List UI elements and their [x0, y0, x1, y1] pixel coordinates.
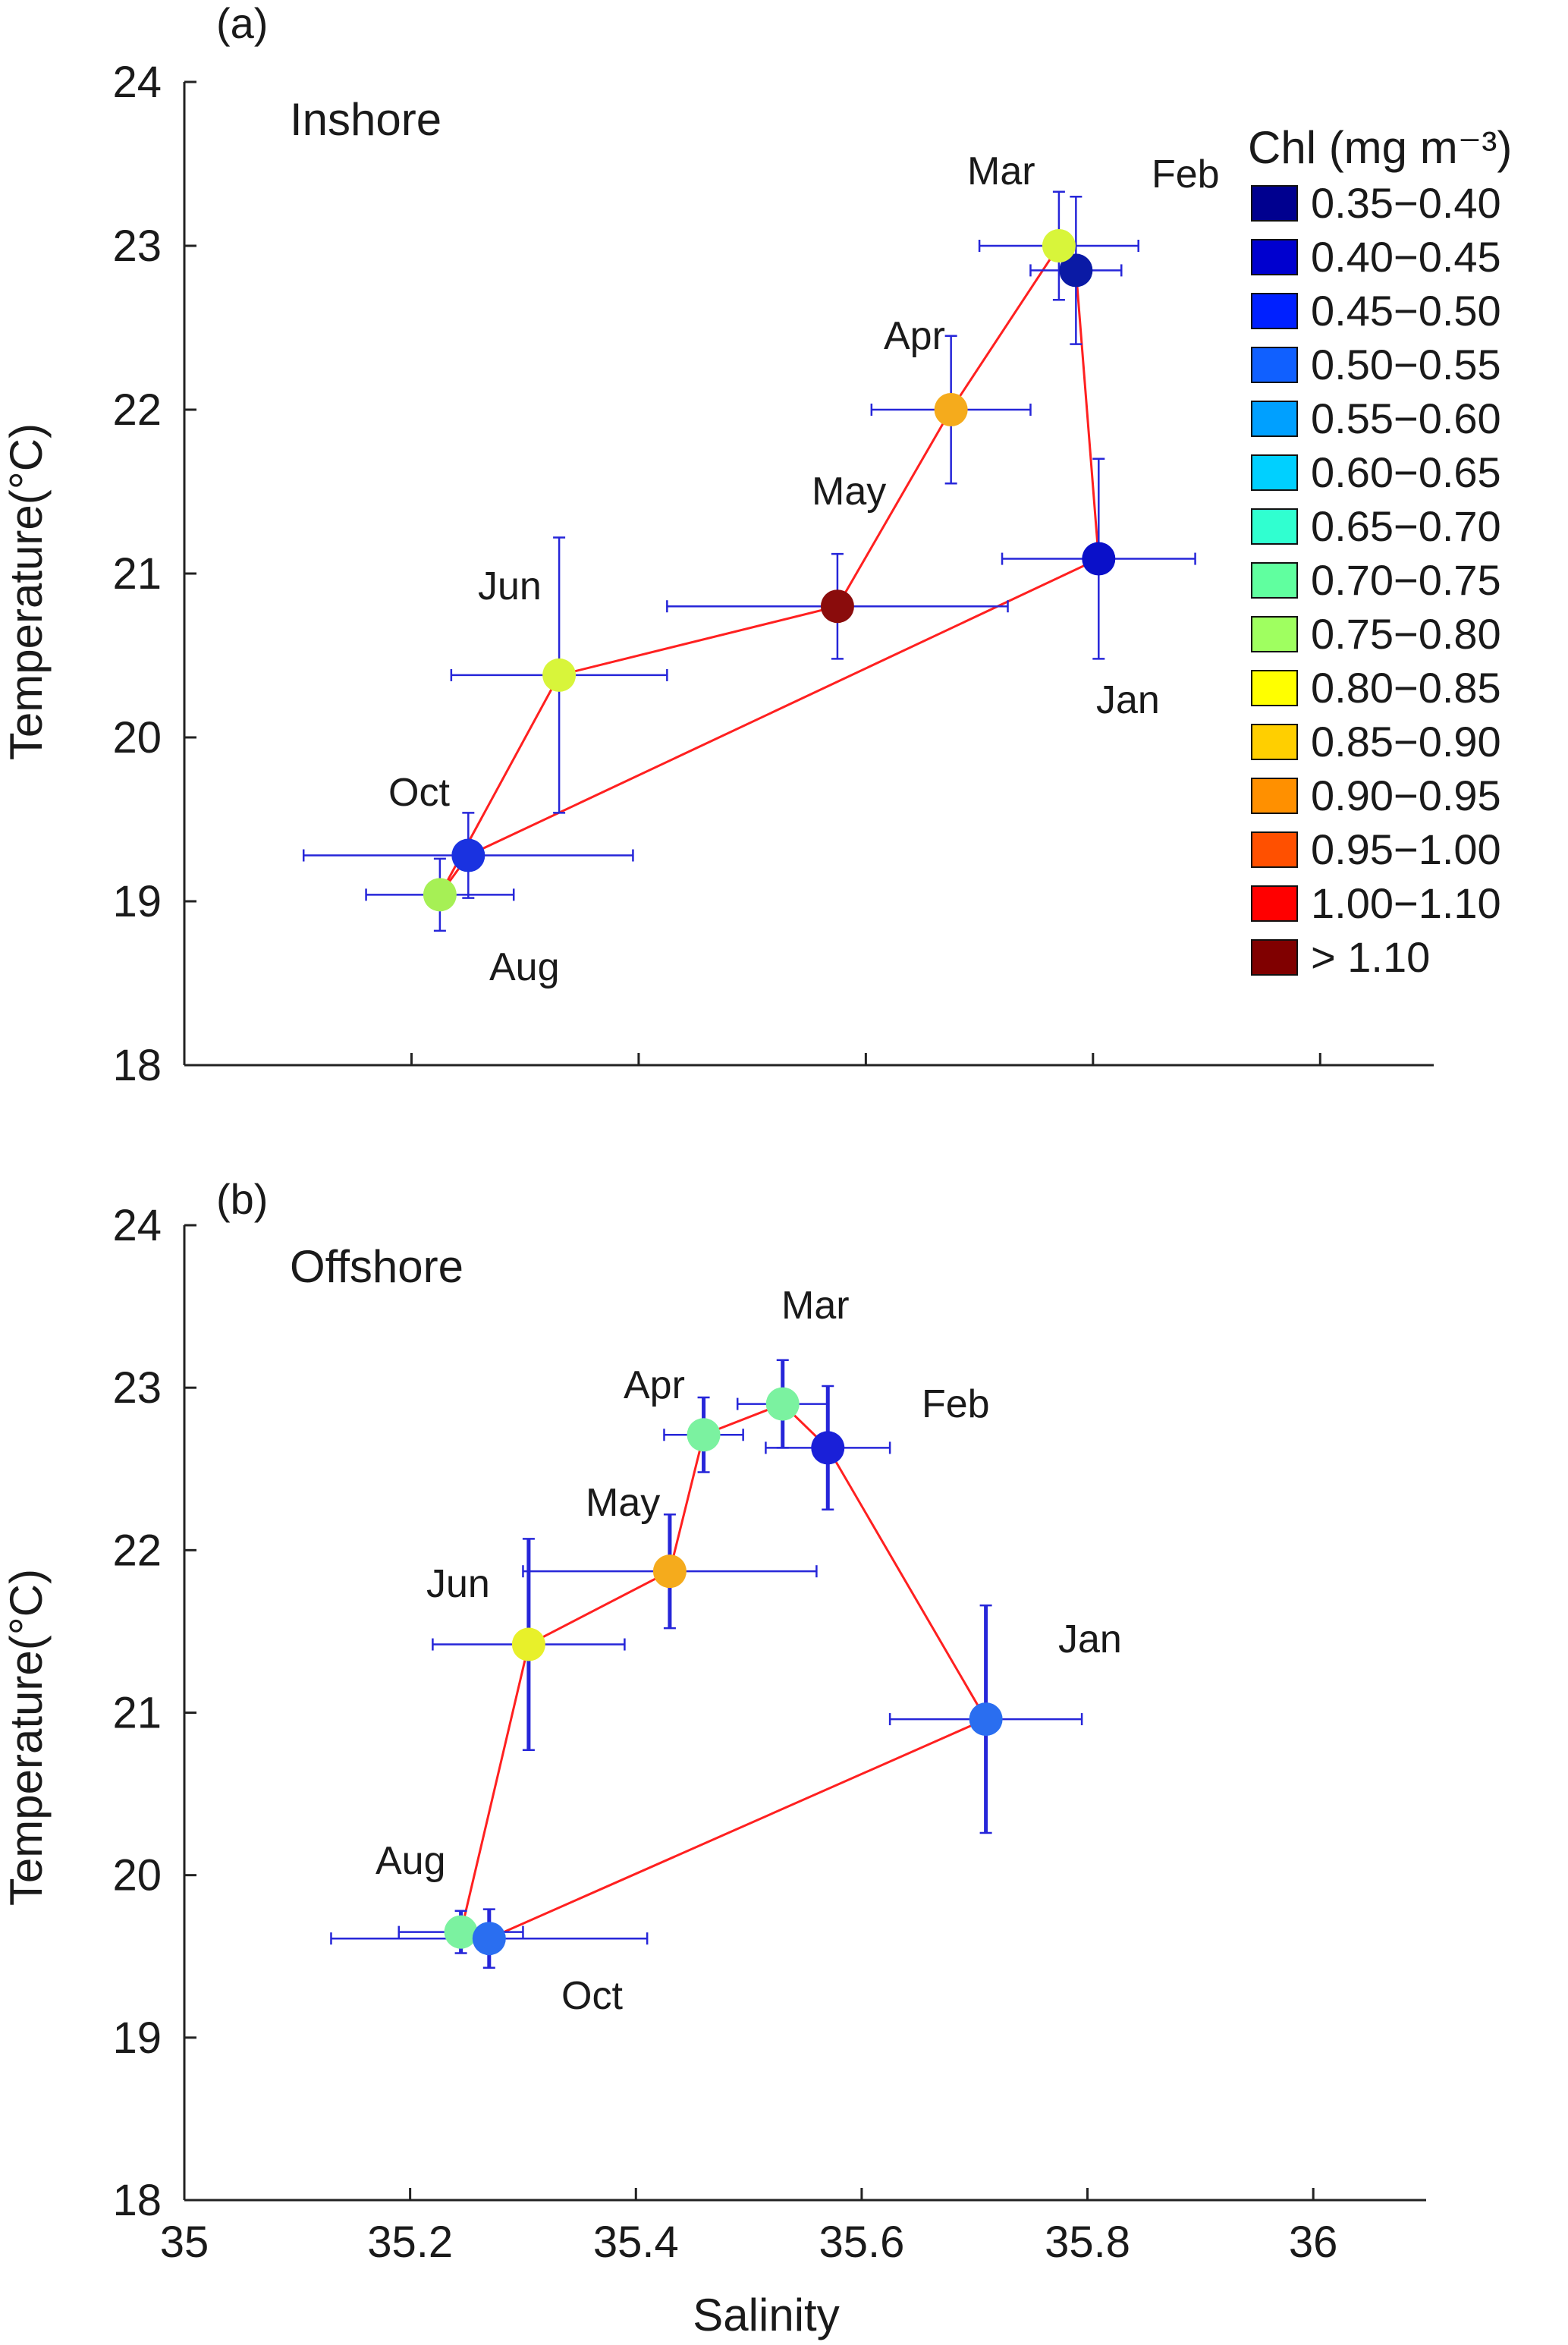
- panel-b-trajectory-line: [459, 1402, 987, 1940]
- panel-b-xtick-label: 35.6: [819, 2218, 904, 2267]
- legend-swatch: [1251, 401, 1298, 437]
- panel-a-point-mar: [1042, 229, 1076, 262]
- panel-b-point-aug: [444, 1915, 478, 1949]
- panel-a-month-label-jun: Jun: [478, 564, 542, 608]
- legend-entry-label: 0.50−0.55: [1311, 341, 1501, 388]
- panel-a-point-aug: [423, 878, 457, 912]
- panel-b-ytick-label: 18: [112, 2176, 162, 2225]
- legend-swatch: [1251, 831, 1298, 868]
- panel-b-month-label-may: May: [586, 1481, 660, 1525]
- panel-b-point-feb: [811, 1431, 845, 1465]
- panel-b-point-apr: [687, 1418, 721, 1452]
- legend-swatch: [1251, 508, 1298, 545]
- panel-b-plot: 18 19 20 21 22 23 24 35 35.2 35.4 35.6 35.8 36 Jan Feb…: [112, 1201, 1426, 2267]
- legend-swatch: [1251, 185, 1298, 222]
- panel-b-month-label-mar: Mar: [781, 1284, 850, 1328]
- panel-b-month-label-jun: Jun: [426, 1562, 490, 1606]
- panel-b-ytick-label: 24: [112, 1201, 162, 1250]
- panel-b-point-mar: [765, 1387, 800, 1421]
- legend-entry-label: 0.65−0.70: [1311, 502, 1501, 550]
- panel-b-ytick-label: 21: [112, 1689, 162, 1738]
- panel-a-month-label-may: May: [812, 470, 886, 514]
- legend-swatch: [1251, 239, 1298, 275]
- legend-entry-label: 1.00−1.10: [1311, 879, 1501, 927]
- panel-a-plot: 18 19 20 21 22 23 24 Jan Feb Mar Apr May Jun Aug Oct: [112, 58, 1434, 1090]
- legend-entry-label: 0.95−1.00: [1311, 825, 1501, 873]
- panel-b-xtick-label: 36: [1289, 2218, 1338, 2267]
- panel-a-label: (a): [216, 0, 268, 47]
- panel-a-ytick-label: 24: [112, 58, 162, 107]
- legend-entry-label: 0.35−0.40: [1311, 179, 1501, 227]
- panel-a-ytick-label: 23: [112, 222, 162, 271]
- panel-b-month-label-oct: Oct: [561, 1974, 623, 2018]
- legend-entry-label: 0.40−0.45: [1311, 233, 1501, 281]
- legend-entry-label: 0.80−0.85: [1311, 664, 1501, 712]
- panel-b-month-label-jan: Jan: [1058, 1617, 1122, 1661]
- panel-b-ytick-label: 23: [112, 1363, 162, 1413]
- panel-b-ytick-label: 20: [112, 1851, 162, 1900]
- chl-legend: 0.35−0.40 0.40−0.45 0.45−0.50 0.50−0.55 0.55…: [1251, 179, 1501, 981]
- legend-entry-label: 0.55−0.60: [1311, 395, 1501, 442]
- legend-swatch: [1251, 885, 1298, 922]
- panel-a-point-jan: [1082, 542, 1116, 576]
- legend-swatch: [1251, 616, 1298, 652]
- panel-b-xtick-label: 35: [160, 2218, 209, 2267]
- panel-a-point-may: [820, 589, 854, 624]
- panel-a-point-jun: [542, 658, 577, 692]
- panel-a-region-label: Inshore: [290, 94, 441, 145]
- panel-a-month-label-feb: Feb: [1152, 152, 1220, 196]
- panel-b-point-jan: [969, 1702, 1003, 1737]
- panel-b-region-label: Offshore: [290, 1241, 463, 1292]
- panel-a-ytick-label: 22: [112, 385, 162, 435]
- panel-b-month-label-feb: Feb: [922, 1382, 990, 1426]
- legend-swatch: [1251, 724, 1298, 760]
- panel-a-point-apr: [934, 393, 968, 426]
- panel-a-ytick-label: 20: [112, 713, 162, 762]
- legend-swatch: [1251, 293, 1298, 329]
- panel-b-month-label-aug: Aug: [376, 1839, 446, 1883]
- panel-b-point-oct: [472, 1922, 506, 1956]
- legend-entry-label: 0.85−0.90: [1311, 718, 1501, 765]
- panel-b-xtick-label: 35.8: [1045, 2218, 1130, 2267]
- panel-b-ytick-label: 22: [112, 1526, 162, 1575]
- panel-a-ytick-label: 21: [112, 549, 162, 599]
- panel-a-month-label-aug: Aug: [489, 945, 560, 989]
- legend-entry-label: 0.60−0.65: [1311, 448, 1501, 496]
- legend-entry-label: 0.70−0.75: [1311, 556, 1501, 604]
- panel-b-label: (b): [216, 1175, 268, 1223]
- panel-a-month-label-oct: Oct: [388, 771, 450, 815]
- panel-a-ylabel: Temperature(°C): [1, 423, 52, 760]
- panel-b-xtick-label: 35.2: [367, 2218, 453, 2267]
- panel-b-xtick-label: 35.4: [593, 2218, 679, 2267]
- panel-a-point-feb: [1059, 253, 1093, 288]
- panel-a-point-oct: [451, 838, 485, 872]
- legend-swatch: [1251, 454, 1298, 491]
- panel-b-xlabel: Salinity: [693, 2290, 839, 2340]
- panel-a-ytick-label: 19: [112, 877, 162, 926]
- panel-a-month-label-apr: Apr: [884, 314, 945, 358]
- legend-entry-label: 0.45−0.50: [1311, 287, 1501, 335]
- legend-swatch: [1251, 939, 1298, 976]
- panel-b-point-jun: [511, 1627, 545, 1661]
- panel-a-ytick-label: 18: [112, 1041, 162, 1090]
- panel-b-ytick-label: 19: [112, 2013, 162, 2063]
- legend-entry-label: 0.75−0.80: [1311, 610, 1501, 658]
- panel-b-ylabel: Temperature(°C): [1, 1569, 52, 1906]
- panel-a-month-label-mar: Mar: [967, 149, 1035, 193]
- legend-swatch: [1251, 347, 1298, 383]
- legend-entry-label: > 1.10: [1311, 933, 1430, 981]
- legend-swatch: [1251, 562, 1298, 599]
- legend-entry-label: 0.90−0.95: [1311, 772, 1501, 819]
- legend-swatch: [1251, 670, 1298, 706]
- panel-b-month-label-apr: Apr: [624, 1363, 685, 1407]
- legend-title: Chl (mg m⁻³): [1248, 122, 1512, 173]
- panel-b-point-may: [652, 1554, 687, 1589]
- panel-a-month-label-jan: Jan: [1096, 678, 1160, 722]
- legend-swatch: [1251, 778, 1298, 814]
